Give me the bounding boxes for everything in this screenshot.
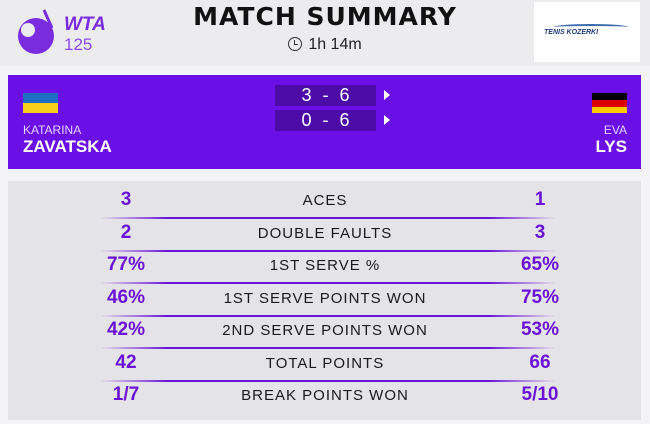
sponsor-logo: TENIS KOZERKI [534, 2, 640, 62]
set-score-2: 0 - 6 [275, 110, 376, 131]
stat-row: 46% 1ST SERVE POINTS WON 75% [8, 287, 641, 319]
stat-row: 2 DOUBLE FAULTS 3 [8, 222, 641, 254]
player2-last-name: LYS [595, 137, 627, 156]
row-divider [100, 249, 556, 252]
player2-stat-value: 3 [534, 221, 546, 243]
stat-label: ACES [302, 192, 348, 209]
page-title: MATCH SUMMARY [193, 2, 457, 31]
row-divider [100, 282, 556, 284]
player1-stat-value: 42% [106, 319, 146, 340]
scoreboard: KATARINA ZAVATSKA EVA LYS 3 - 6 0 - 6 [8, 75, 641, 169]
germany-flag-icon [592, 93, 627, 113]
player2-first-name: EVA [603, 123, 627, 137]
row-divider [100, 347, 556, 349]
stat-row: 42 TOTAL POINTS 66 [8, 352, 641, 384]
row-divider [100, 314, 556, 317]
stat-row: 1/7 BREAK POINTS WON 5/10 [8, 384, 641, 416]
wta-logo: WTA 125 [14, 8, 114, 60]
stat-label: BREAK POINTS WON [241, 387, 409, 404]
match-duration: 1h 14m [0, 36, 650, 54]
player1-stat-value: 1/7 [112, 384, 140, 405]
player2-stat-value: 66 [529, 351, 551, 373]
row-divider [100, 379, 556, 382]
stat-label: 1ST SERVE % [269, 257, 381, 274]
ukraine-flag-icon [23, 93, 58, 113]
play-arrow-icon [384, 90, 390, 100]
stat-row: 77% 1ST SERVE % 65% [8, 254, 641, 286]
stat-label: 1ST SERVE POINTS WON [223, 289, 427, 307]
player1-stat-value: 2 [120, 221, 132, 243]
player2-stat-value: 65% [520, 254, 560, 275]
player1-stat-value: 77% [106, 254, 146, 275]
player1-stat-value: 46% [106, 286, 146, 308]
stat-row: 3 ACES 1 [8, 189, 641, 221]
player1-first-name: KATARINA [23, 123, 82, 137]
stats-table: 3 ACES 1 2 DOUBLE FAULTS 3 77% 1ST SERVE % 65% 46… [8, 181, 641, 420]
player2-stat-value: 5/10 [521, 384, 559, 405]
stat-row: 42% 2ND SERVE POINTS WON 53% [8, 319, 641, 351]
player1-stat-value: 3 [120, 189, 132, 210]
set-score-1: 3 - 6 [275, 85, 376, 106]
clock-icon [288, 37, 303, 51]
tennis-player-icon [18, 9, 54, 54]
stat-label: 2ND SERVE POINTS WON [222, 322, 428, 339]
play-arrow-icon [384, 115, 390, 125]
row-divider [100, 217, 556, 219]
stat-label: DOUBLE FAULTS [257, 224, 393, 242]
player2-stat-value: 75% [520, 286, 560, 308]
player2-stat-value: 1 [534, 189, 546, 210]
player1-last-name: ZAVATSKA [23, 137, 112, 156]
header: WTA 125 MATCH SUMMARY 1h 14m TENIS KOZER… [0, 0, 650, 66]
player2-stat-value: 53% [520, 319, 560, 340]
player1-stat-value: 42 [115, 351, 137, 373]
stat-label: TOTAL POINTS [265, 354, 385, 372]
